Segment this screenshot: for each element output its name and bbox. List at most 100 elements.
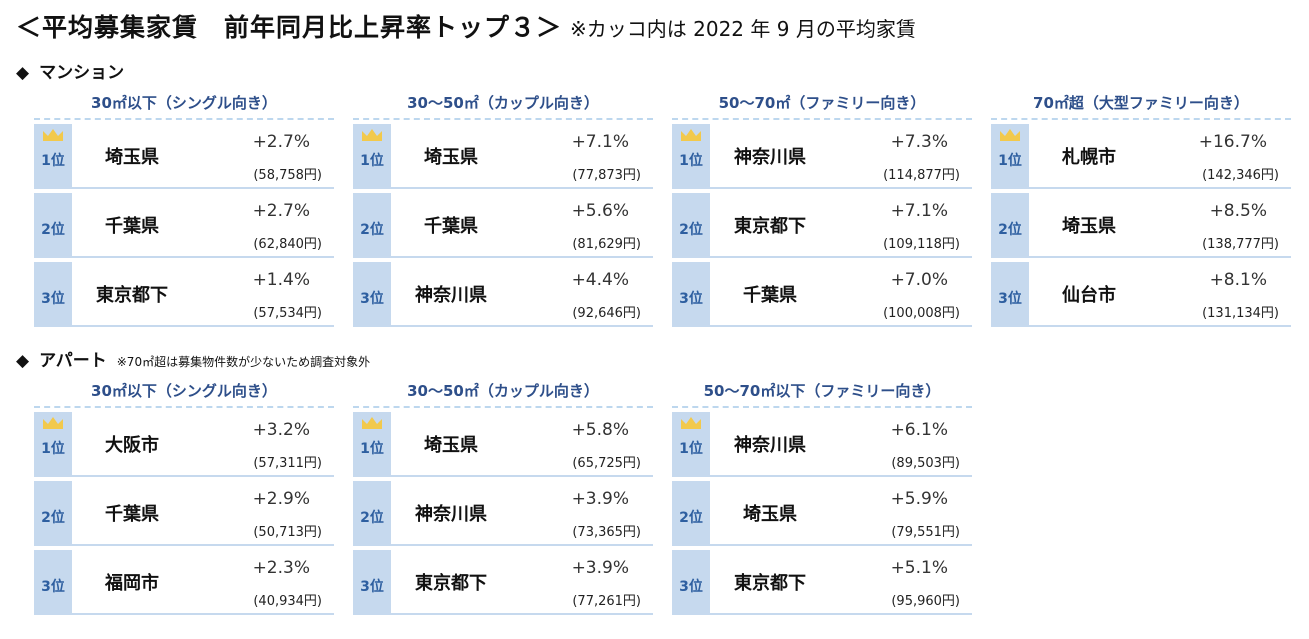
- rank-label: 3位: [41, 290, 65, 307]
- apart-column: 30～50㎡（カップル向き） 1位 埼玉県 +5.8% (65,725円) 2位 …: [353, 378, 653, 615]
- row-data: 東京都下 +1.4% (57,534円): [72, 262, 334, 327]
- row-data: 埼玉県 +5.8% (65,725円): [391, 412, 653, 477]
- prefecture: 千葉県: [105, 503, 159, 525]
- mansion-column: 70㎡超（大型ファミリー向き） 1位 札幌市 +16.7% (142,346円) …: [991, 90, 1291, 327]
- increase-rate: +2.7%: [252, 201, 310, 221]
- row-data: 東京都下 +3.9% (77,261円): [391, 550, 653, 615]
- row-data: 神奈川県 +6.1% (89,503円): [710, 412, 972, 477]
- ranking-row: 1位 神奈川県 +7.3% (114,877円): [672, 124, 972, 189]
- crown-icon: [681, 417, 701, 429]
- ranking-row: 2位 千葉県 +5.6% (81,629円): [353, 193, 653, 258]
- prefecture: 札幌市: [1062, 146, 1116, 168]
- rank-cell: 3位: [672, 262, 710, 327]
- row-data: 埼玉県 +5.9% (79,551円): [710, 481, 972, 546]
- crown-icon: [362, 417, 382, 429]
- page-title: ＜平均募集家賃 前年同月比上昇率トップ３＞ ※カッコ内は 2022 年 9 月の平…: [16, 8, 916, 48]
- mansion-column: 50～70㎡（ファミリー向き） 1位 神奈川県 +7.3% (114,877円) …: [672, 90, 972, 327]
- average-rent: (142,346円): [1202, 168, 1279, 183]
- rank-cell: 1位: [672, 412, 710, 477]
- row-data: 千葉県 +7.0% (100,008円): [710, 262, 972, 327]
- ranking-row: 1位 神奈川県 +6.1% (89,503円): [672, 412, 972, 477]
- average-rent: (77,261円): [572, 594, 641, 609]
- row-data: 大阪市 +3.2% (57,311円): [72, 412, 334, 477]
- ranking-row: 2位 千葉県 +2.9% (50,713円): [34, 481, 334, 546]
- ranking-row: 3位 東京都下 +1.4% (57,534円): [34, 262, 334, 327]
- rank-label: 3位: [41, 578, 65, 595]
- rank-cell: 2位: [34, 193, 72, 258]
- rank-label: 3位: [679, 578, 703, 595]
- title-note: ※カッコ内は 2022 年 9 月の平均家賃: [570, 17, 916, 41]
- increase-rate: +7.3%: [890, 132, 948, 152]
- increase-rate: +8.1%: [1209, 270, 1267, 290]
- prefecture: 埼玉県: [743, 503, 797, 525]
- prefecture: 大阪市: [105, 434, 159, 456]
- rank-cell: 2位: [353, 481, 391, 546]
- row-data: 神奈川県 +7.3% (114,877円): [710, 124, 972, 189]
- rank-cell: 3位: [991, 262, 1029, 327]
- increase-rate: +5.1%: [890, 558, 948, 578]
- column-header: 50～70㎡（ファミリー向き）: [672, 90, 972, 120]
- prefecture: 東京都下: [415, 572, 487, 594]
- average-rent: (40,934円): [253, 594, 322, 609]
- average-rent: (109,118円): [883, 237, 960, 252]
- ranking-row: 1位 埼玉県 +5.8% (65,725円): [353, 412, 653, 477]
- average-rent: (138,777円): [1202, 237, 1279, 252]
- rank-cell: 1位: [991, 124, 1029, 189]
- column-header: 30～50㎡（カップル向き）: [353, 378, 653, 408]
- prefecture: 神奈川県: [415, 503, 487, 525]
- average-rent: (81,629円): [572, 237, 641, 252]
- rank-cell: 3位: [34, 550, 72, 615]
- rank-label: 1位: [679, 152, 703, 169]
- average-rent: (89,503円): [891, 456, 960, 471]
- rank-cell: 1位: [672, 124, 710, 189]
- rank-label: 3位: [679, 290, 703, 307]
- ranking-row: 3位 千葉県 +7.0% (100,008円): [672, 262, 972, 327]
- ranking-row: 2位 神奈川県 +3.9% (73,365円): [353, 481, 653, 546]
- increase-rate: +2.3%: [252, 558, 310, 578]
- row-data: 千葉県 +2.7% (62,840円): [72, 193, 334, 258]
- increase-rate: +8.5%: [1209, 201, 1267, 221]
- increase-rate: +3.9%: [571, 489, 629, 509]
- increase-rate: +1.4%: [252, 270, 310, 290]
- row-data: 東京都下 +7.1% (109,118円): [710, 193, 972, 258]
- prefecture: 神奈川県: [415, 284, 487, 306]
- rank-label: 3位: [360, 578, 384, 595]
- ranking-row: 2位 千葉県 +2.7% (62,840円): [34, 193, 334, 258]
- column-header: 50～70㎡以下（ファミリー向き）: [672, 378, 972, 408]
- column-header: 30～50㎡（カップル向き）: [353, 90, 653, 120]
- average-rent: (57,311円): [253, 456, 322, 471]
- ranking-row: 2位 埼玉県 +5.9% (79,551円): [672, 481, 972, 546]
- rank-cell: 3位: [672, 550, 710, 615]
- row-data: 仙台市 +8.1% (131,134円): [1029, 262, 1291, 327]
- crown-icon: [362, 129, 382, 141]
- column-header: 30㎡以下（シングル向き）: [34, 378, 334, 408]
- average-rent: (77,873円): [572, 168, 641, 183]
- increase-rate: +2.7%: [252, 132, 310, 152]
- ranking-row: 3位 福岡市 +2.3% (40,934円): [34, 550, 334, 615]
- row-data: 神奈川県 +4.4% (92,646円): [391, 262, 653, 327]
- prefecture: 福岡市: [105, 572, 159, 594]
- rank-cell: 2位: [991, 193, 1029, 258]
- increase-rate: +3.2%: [252, 420, 310, 440]
- rank-cell: 2位: [353, 193, 391, 258]
- prefecture: 仙台市: [1062, 284, 1116, 306]
- rank-cell: 3位: [353, 262, 391, 327]
- row-data: 千葉県 +2.9% (50,713円): [72, 481, 334, 546]
- crown-icon: [681, 129, 701, 141]
- average-rent: (73,365円): [572, 525, 641, 540]
- ranking-row: 1位 札幌市 +16.7% (142,346円): [991, 124, 1291, 189]
- rank-cell: 2位: [672, 481, 710, 546]
- rank-label: 3位: [360, 290, 384, 307]
- rank-label: 2位: [360, 221, 384, 238]
- increase-rate: +5.8%: [571, 420, 629, 440]
- increase-rate: +6.1%: [890, 420, 948, 440]
- title-main: ＜平均募集家賃 前年同月比上昇率トップ３＞: [16, 13, 563, 42]
- section-mansion-label: ◆ マンション: [16, 58, 124, 83]
- rank-cell: 3位: [353, 550, 391, 615]
- rank-label: 1位: [41, 440, 65, 457]
- average-rent: (95,960円): [891, 594, 960, 609]
- average-rent: (100,008円): [883, 306, 960, 321]
- prefecture: 埼玉県: [1062, 215, 1116, 237]
- increase-rate: +5.6%: [571, 201, 629, 221]
- mansion-column: 30㎡以下（シングル向き） 1位 埼玉県 +2.7% (58,758円) 2位 千…: [34, 90, 334, 327]
